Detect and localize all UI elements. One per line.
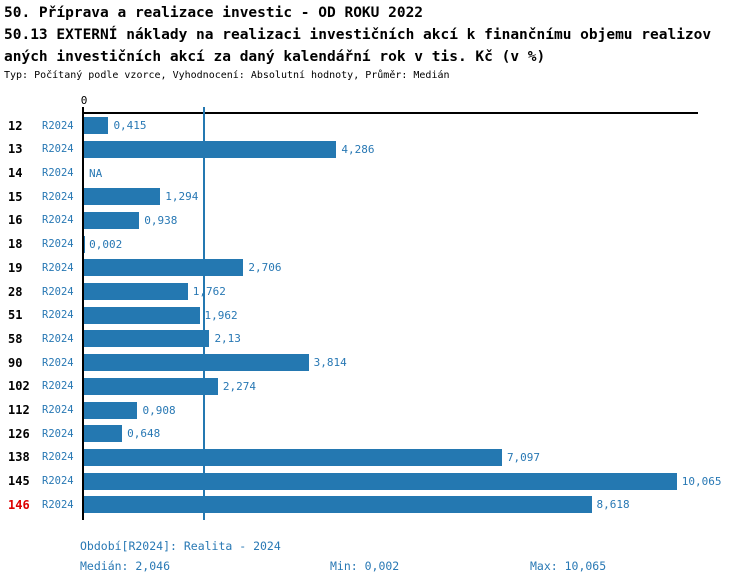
- row-series-label: R2024: [42, 309, 74, 322]
- row-category-label: 14: [8, 166, 23, 181]
- row-category-label: 102: [8, 379, 30, 394]
- table-row: 58 R2024 2,13: [0, 327, 750, 351]
- bar-value-label: 0,415: [113, 119, 147, 133]
- median-line: [203, 107, 206, 520]
- bar: [84, 377, 218, 395]
- bar: [84, 496, 592, 514]
- min-stat-label: Min: 0,002: [330, 559, 400, 573]
- y-axis-line: [82, 107, 84, 520]
- bar: [84, 425, 123, 443]
- table-row: 16 R2024 0,938: [0, 209, 750, 233]
- table-row: 112 R2024 0,908: [0, 398, 750, 422]
- max-stat-label: Max: 10,065: [530, 559, 607, 573]
- bar-value-label: 0,648: [127, 427, 161, 441]
- row-category-label: 146: [8, 497, 30, 512]
- row-category-label: 51: [8, 308, 23, 323]
- bar-value-label: 8,618: [596, 498, 630, 512]
- row-series-label: R2024: [42, 285, 74, 298]
- indicator-meta-line: Typ: Počítaný podle vzorce, Vyhodnocení:…: [4, 70, 450, 81]
- row-category-label: 28: [8, 284, 23, 299]
- row-series-label: R2024: [42, 261, 74, 274]
- bar-value-label: 2,706: [248, 261, 282, 275]
- table-row: 126 R2024 0,648: [0, 422, 750, 446]
- row-series-label: R2024: [42, 498, 74, 511]
- row-category-label: 12: [8, 118, 23, 133]
- bar: [84, 117, 109, 135]
- row-category-label: 19: [8, 260, 23, 275]
- row-category-label: 16: [8, 213, 23, 228]
- row-category-label: 15: [8, 189, 23, 204]
- table-row: 13 R2024 4,286: [0, 138, 750, 162]
- row-series-label: R2024: [42, 404, 74, 417]
- bar: [84, 472, 677, 490]
- page-title-line2: 50.13 EXTERNÍ náklady na realizaci inves…: [4, 27, 712, 43]
- bar-value-label: 0,908: [142, 403, 176, 417]
- page-title-line1: 50. Příprava a realizace investic - OD R…: [4, 5, 424, 21]
- row-series-label: R2024: [42, 190, 74, 203]
- row-series-label: R2024: [42, 214, 74, 227]
- row-category-label: 126: [8, 426, 30, 441]
- row-category-label: 13: [8, 142, 23, 157]
- bar: [84, 188, 161, 206]
- bar: [84, 448, 502, 466]
- bar: [84, 283, 188, 301]
- row-series-label: R2024: [42, 119, 74, 132]
- bar-value-label: 7,097: [506, 450, 541, 464]
- x-axis-line: [82, 112, 698, 114]
- bar-value-label: 1,962: [204, 308, 238, 322]
- period-label: Období[R2024]: Realita - 2024: [80, 539, 281, 553]
- row-category-label: 112: [8, 403, 30, 418]
- bar: [84, 330, 210, 348]
- row-series-label: R2024: [42, 356, 74, 369]
- bar-value-label: 10,065: [681, 474, 722, 488]
- row-category-label: 145: [8, 474, 30, 489]
- row-series-label: R2024: [42, 475, 74, 488]
- row-series-label: R2024: [42, 238, 74, 251]
- table-row: 14 R2024 NA: [0, 161, 750, 185]
- bar-value-label: 3,814: [313, 356, 347, 370]
- bar: [84, 140, 337, 158]
- bar-value-label: 2,13: [214, 332, 241, 346]
- table-row: 15 R2024 1,294: [0, 185, 750, 209]
- page-title-line3: aných investičních akcí za daný kalendář…: [4, 49, 546, 65]
- bar-value-label: 0,002: [89, 237, 123, 251]
- median-stat-label: Medián: 2,046: [80, 559, 171, 573]
- bar: [84, 211, 140, 229]
- bar-value-label: 1,762: [192, 285, 226, 299]
- axis-zero-tick-label: 0: [80, 94, 88, 107]
- bar-value-label: 4,286: [341, 142, 375, 156]
- bar-value-label: 2,274: [222, 379, 257, 393]
- table-row: 18 R2024 0,002: [0, 232, 750, 256]
- bar-value-label: 0,938: [144, 213, 178, 227]
- table-row: 51 R2024 1,962: [0, 303, 750, 327]
- bar: [84, 401, 138, 419]
- row-category-label: 90: [8, 355, 23, 370]
- row-series-label: R2024: [42, 332, 74, 345]
- bar-value-label: NA: [89, 166, 103, 180]
- row-series-label: R2024: [42, 167, 74, 180]
- table-row: 28 R2024 1,762: [0, 280, 750, 304]
- row-series-label: R2024: [42, 427, 74, 440]
- table-row: 90 R2024 3,814: [0, 351, 750, 375]
- row-category-label: 138: [8, 450, 30, 465]
- table-row: 146 R2024 8,618: [0, 493, 750, 517]
- table-row: 138 R2024 7,097: [0, 446, 750, 470]
- table-row: 102 R2024 2,274: [0, 375, 750, 399]
- table-row: 12 R2024 0,415: [0, 114, 750, 138]
- row-series-label: R2024: [42, 143, 74, 156]
- row-series-label: R2024: [42, 451, 74, 464]
- table-row: 145 R2024 10,065: [0, 469, 750, 493]
- row-category-label: 58: [8, 331, 23, 346]
- bar: [84, 306, 200, 324]
- row-series-label: R2024: [42, 380, 74, 393]
- bar-value-label: 1,294: [165, 190, 199, 204]
- bar: [84, 354, 309, 372]
- bar: [84, 259, 244, 277]
- table-row: 19 R2024 2,706: [0, 256, 750, 280]
- row-category-label: 18: [8, 237, 23, 252]
